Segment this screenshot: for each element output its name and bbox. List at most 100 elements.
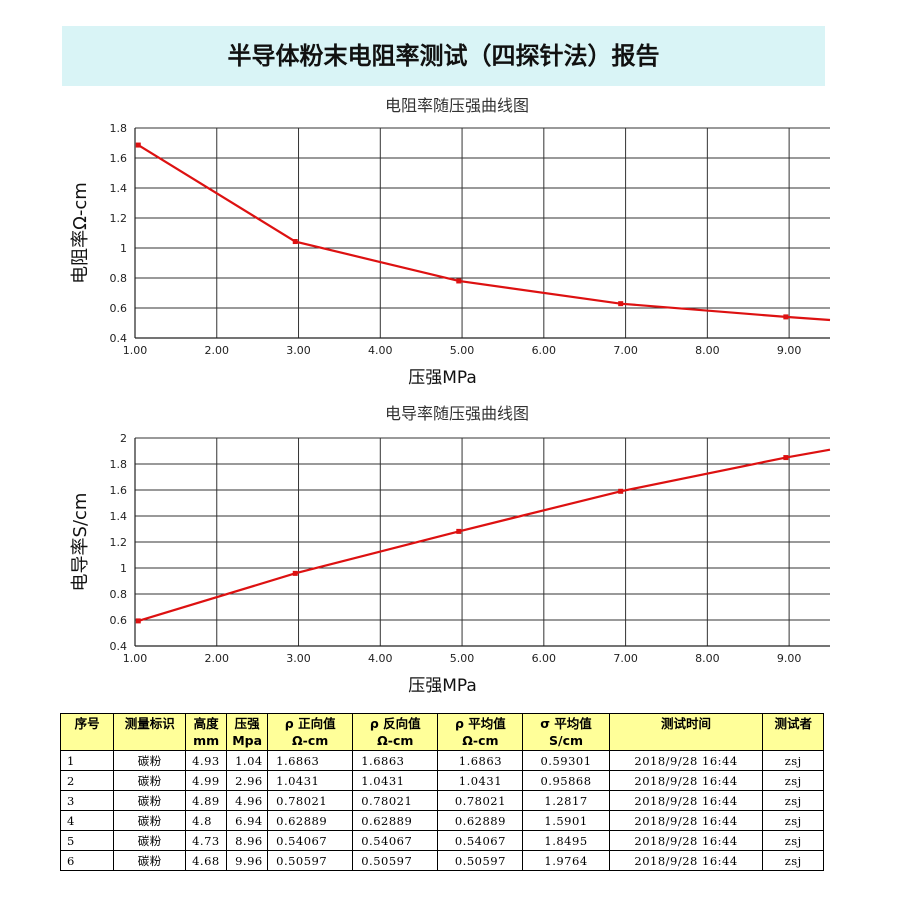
cell-sa: 0.95868 [522, 770, 610, 791]
cell-sa: 1.9764 [522, 850, 610, 871]
x-tick-label: 2.00 [205, 652, 230, 665]
data-point [292, 570, 298, 576]
y-tick-label: 1.6 [110, 484, 128, 497]
column-header-h: 高度 mm [185, 713, 228, 751]
y-tick-label: 0.8 [110, 272, 128, 285]
cell-sa: 0.59301 [522, 750, 610, 771]
cell-tester: zsj [762, 830, 824, 851]
cell-rn: 0.50597 [352, 850, 439, 871]
x-tick-label: 5.00 [450, 652, 475, 665]
chart-title: 电阻率随压强曲线图 [384, 96, 529, 115]
table-row: 6 碳粉 4.68 9.96 0.50597 0.50597 0.50597 1.9764 20… [59, 850, 824, 871]
header-text: σ 平均值 [540, 716, 592, 731]
y-tick-label: 1.2 [110, 536, 128, 549]
x-tick-label: 1.00 [123, 652, 148, 665]
data-point [456, 278, 462, 284]
cell-h: 4.93 [185, 750, 228, 771]
cell-seq: 1 [59, 750, 115, 771]
cell-h: 4.68 [185, 850, 228, 871]
y-tick-label: 0.6 [110, 614, 128, 627]
cell-sa: 1.5901 [522, 810, 610, 831]
resistivity-plot: 1.00 2.00 3.00 4.00 5.00 6.00 7.00 8.00 9.00 0.4 0… [70, 122, 831, 388]
y-tick-label: 1.4 [110, 182, 128, 195]
y-tick-label: 1.2 [110, 212, 128, 225]
cell-id: 碳粉 [113, 770, 187, 791]
chart-title: 电导率随压强曲线图 [384, 404, 529, 423]
cell-id: 碳粉 [113, 810, 187, 831]
header-text: Ω-cm [377, 733, 414, 748]
cell-seq: 2 [59, 770, 115, 791]
conductivity-chart: 电导率随压强曲线图 1.00 2.00 3.00 4.00 5.00 6.00 7.00 8.… [62, 398, 852, 705]
column-header-rp: ρ 正向值 Ω-cm [267, 713, 354, 751]
header-text: Ω-cm [462, 733, 499, 748]
cell-ra: 0.54067 [437, 830, 524, 851]
resistivity-chart: 电阻率随压强曲线图 1.00 2.00 3.00 4.00 5.00 6.00 7.00 8.… [62, 90, 852, 395]
cell-sa: 1.2817 [522, 790, 610, 811]
cell-rp: 0.62889 [267, 810, 354, 831]
y-tick-label: 1.8 [110, 122, 128, 135]
cell-seq: 4 [59, 810, 115, 831]
cell-time: 2018/9/28 16:44 [608, 790, 764, 811]
x-tick-label: 4.00 [368, 652, 393, 665]
x-axis-title: 压强MPa [408, 676, 477, 696]
cell-rp: 0.78021 [267, 790, 354, 811]
y-tick-label: 1 [120, 242, 127, 255]
x-tick-label: 9.00 [777, 652, 802, 665]
column-header-ra: ρ 平均值 Ω-cm [437, 713, 524, 751]
plot-area [135, 128, 830, 338]
y-tick-label: 0.4 [110, 332, 128, 345]
cell-seq: 5 [59, 830, 115, 851]
y-tick-label: 1 [120, 562, 127, 575]
cell-rn: 1.0431 [352, 770, 439, 791]
x-tick-label: 6.00 [532, 344, 557, 357]
cell-p: 2.96 [226, 770, 269, 791]
data-point [783, 314, 789, 320]
header-text: 高度 [193, 716, 219, 731]
y-tick-label: 0.4 [110, 640, 128, 653]
data-point [618, 301, 624, 307]
cell-rn: 0.54067 [352, 830, 439, 851]
cell-p: 6.94 [226, 810, 269, 831]
cell-tester: zsj [762, 770, 824, 791]
x-tick-label: 1.00 [123, 344, 148, 357]
header-text: ρ 平均值 [454, 716, 506, 731]
column-header-seq: 序号 [59, 713, 115, 751]
cell-id: 碳粉 [113, 750, 187, 771]
column-header-rn: ρ 反向值 Ω-cm [352, 713, 439, 751]
x-tick-label: 5.00 [450, 344, 475, 357]
y-tick-label: 1.6 [110, 152, 128, 165]
cell-time: 2018/9/28 16:44 [608, 770, 764, 791]
y-axis-title: 电阻率Ω-cm [70, 182, 91, 284]
column-header-id: 测量标识 [113, 713, 187, 751]
cell-rp: 0.54067 [267, 830, 354, 851]
x-tick-label: 2.00 [205, 344, 230, 357]
header-text: 测试时间 [661, 716, 712, 731]
cell-tester: zsj [762, 790, 824, 811]
y-tick-label: 1.8 [110, 458, 128, 471]
x-tick-label: 7.00 [613, 652, 638, 665]
table-body: 1 碳粉 4.93 1.04 1.6863 1.6863 1.6863 0.59301 2018… [59, 750, 824, 871]
header-text: ρ 正向值 [284, 716, 336, 731]
cell-ra: 0.62889 [437, 810, 524, 831]
x-tick-label: 8.00 [695, 344, 720, 357]
cell-id: 碳粉 [113, 850, 187, 871]
header-text: ρ 反向值 [369, 716, 421, 731]
table-header-row: 序号 测量标识 高度 mm 压强 Mpa ρ 正向值 Ω-cm ρ 反向值 Ω-cm ρ 平均值 Ω-… [59, 713, 824, 751]
cell-p: 4.96 [226, 790, 269, 811]
x-tick-label: 3.00 [286, 344, 311, 357]
y-tick-label: 1.4 [110, 510, 128, 523]
cell-id: 碳粉 [113, 790, 187, 811]
column-header-p: 压强 Mpa [226, 713, 269, 751]
cell-p: 1.04 [226, 750, 269, 771]
y-tick-label: 2 [120, 432, 127, 445]
cell-rn: 1.6863 [352, 750, 439, 771]
data-point [135, 142, 141, 148]
column-header-sa: σ 平均值 S/cm [522, 713, 610, 751]
header-text: S/cm [549, 733, 584, 748]
cell-ra: 1.6863 [437, 750, 524, 771]
cell-ra: 0.50597 [437, 850, 524, 871]
column-header-time: 测试时间 [608, 713, 764, 751]
cell-sa: 1.8495 [522, 830, 610, 851]
report-banner: 半导体粉末电阻率测试（四探针法）报告 [62, 26, 825, 86]
cell-p: 9.96 [226, 850, 269, 871]
